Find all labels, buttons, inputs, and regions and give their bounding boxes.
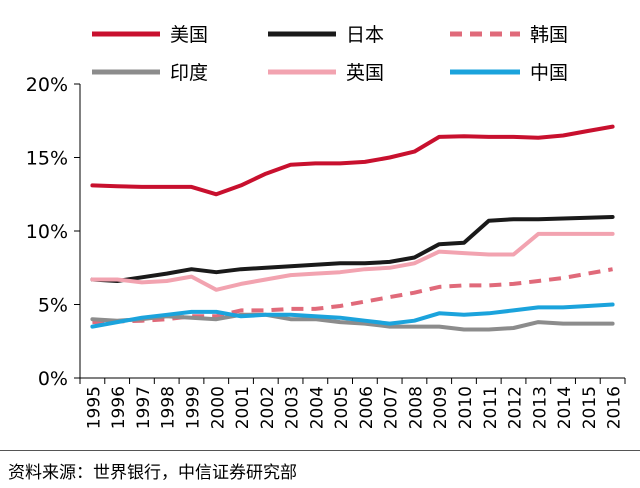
x-tick-label: 2002 [258,386,278,429]
legend-label: 日本 [346,24,384,46]
x-tick-label: 2011 [481,386,501,429]
x-tick-label: 2000 [208,386,228,429]
x-tick-label: 2006 [357,386,377,429]
x-tick-label: 1995 [84,386,104,429]
series-line [90,215,615,283]
x-tick-label: 2016 [605,386,625,429]
source-note: 资料来源：世界银行，中信证券研究部 [8,463,297,483]
y-tick-label: 20% [26,74,68,96]
x-tick-label: 2004 [307,386,327,429]
x-tick-label: 1999 [183,386,203,429]
legend-label: 印度 [170,62,208,84]
x-tick-label: 1998 [159,386,179,429]
x-tick-label: 2012 [506,386,526,429]
x-tick-label: 2007 [382,386,402,429]
source-divider [0,450,640,451]
y-tick-label: 10% [26,221,68,243]
x-tick-label: 2005 [332,386,352,429]
x-tick-label: 2009 [431,386,451,429]
x-tick-label: 1997 [134,386,154,429]
x-tick-label: 2003 [283,386,303,429]
x-tick-label: 2008 [406,386,426,429]
y-tick-label: 15% [26,148,68,170]
chart-series [90,124,615,332]
y-tick-label: 5% [38,295,68,317]
x-tick-label: 2010 [456,386,476,429]
series-line [90,231,615,292]
legend-label: 美国 [170,24,208,46]
y-tick-label: 0% [38,368,68,390]
series-line [90,124,615,197]
x-tick-label: 2013 [530,386,550,429]
series-line [90,302,615,329]
chart-axes: 0%5%10%15%20%1995 1996 1997 1998 1999 2000 200… [26,74,626,429]
legend-label: 英国 [346,62,384,84]
line-chart: 0%5%10%15%20%1995 1996 1997 1998 1999 2000 200… [26,24,626,429]
legend-label: 中国 [530,62,568,84]
series-line [90,312,615,332]
legend-label: 韩国 [530,24,568,46]
x-tick-label: 1996 [109,386,129,429]
x-tick-label: 2001 [233,386,253,429]
x-tick-label: 2014 [555,386,575,429]
x-tick-label: 2015 [580,386,600,429]
